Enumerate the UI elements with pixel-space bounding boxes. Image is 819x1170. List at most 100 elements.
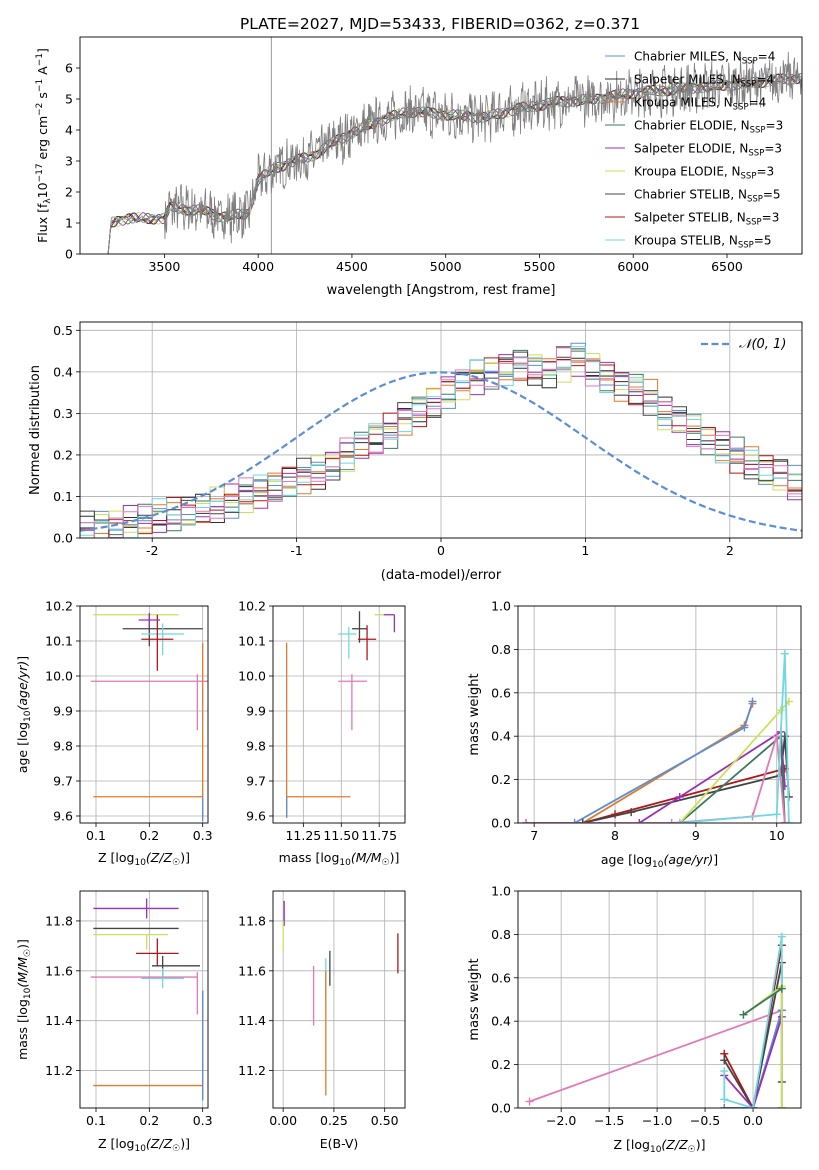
x-axis-label: wavelength [Angstrom, rest frame]	[327, 283, 556, 298]
x-axis-label: Z [log10(Z/Z☉)]	[98, 850, 190, 868]
x-axis-label: Z [log10(Z/Z☉)]	[98, 1136, 190, 1154]
legend-label: Kroupa ELODIE, NSSP=3	[634, 165, 774, 182]
y-tick-label: 10.1	[238, 634, 266, 649]
histogram-step-line	[80, 346, 802, 538]
x-tick-label: 4500	[336, 259, 368, 274]
legend-label: Salpeter MILES, NSSP=4	[634, 73, 774, 90]
x-tick-label: 0.3	[193, 1113, 213, 1128]
y-tick-label: 9.7	[246, 774, 266, 789]
x-tick-label: -2	[146, 543, 158, 558]
x-tick-label: 0.2	[139, 1113, 159, 1128]
legend-label: 𝒩(0, 1)	[739, 337, 786, 352]
y-tick-label: 6	[65, 61, 73, 76]
y-tick-label: 10.2	[238, 599, 266, 614]
axes-frame	[272, 890, 406, 1109]
y-tick-label: 0.8	[491, 927, 511, 942]
y-tick-label: 1.0	[491, 599, 511, 614]
x-tick-label: -1	[290, 543, 302, 558]
y-tick-label: 0.5	[53, 323, 73, 338]
axes-frame	[79, 36, 803, 255]
y-tick-label: 1.0	[491, 884, 511, 899]
y-tick-label: 3	[65, 154, 73, 169]
series-line	[526, 701, 754, 823]
y-tick-label: 0	[65, 247, 73, 262]
massweight_vs_Z-panel: −2.0 −1.5 −1.0 −0.5 0.0 0.0 0.2 0.4 0.6 0.8 1.0 Z […	[467, 884, 802, 1155]
data-point	[357, 625, 377, 661]
legend-label: Chabrier STELIB, NSSP=5	[634, 188, 781, 205]
massweight_vs_age-panel: 7 8 9 10 0.0 0.2 0.4 0.6 0.8 1.0 age [log10(age/yr…	[467, 599, 802, 870]
x-tick-label: 11.25	[285, 828, 321, 843]
x-tick-label: 3500	[148, 259, 180, 274]
x-tick-label: 6000	[617, 259, 649, 274]
data-point	[286, 642, 351, 818]
axes-frame	[272, 605, 406, 824]
data-point	[93, 898, 179, 919]
figure-title: PLATE=2027, MJD=53433, FIBERID=0362, z=0…	[240, 15, 640, 33]
y-tick-label: 11.8	[238, 913, 266, 928]
y-tick-label: 0.2	[491, 1057, 511, 1072]
y-tick-label: 0.0	[53, 531, 73, 546]
data-point	[136, 938, 179, 966]
y-axis-label: mass weight	[467, 958, 482, 1040]
y-axis-label: Normed distribution	[28, 365, 43, 495]
series	[675, 697, 793, 823]
y-tick-label: 10.1	[45, 634, 73, 649]
axes-frame	[517, 605, 802, 824]
x-axis-label: (data-model)/error	[381, 568, 502, 583]
axes-frame	[79, 321, 803, 539]
data-point	[152, 955, 200, 976]
x-tick-label: 9	[692, 828, 700, 843]
x-tick-label: 7	[530, 828, 538, 843]
x-tick-label: 0.2	[139, 828, 159, 843]
y-axis-label: Flux [fλ10−17 erg cm−2 s−1 A−1]	[35, 48, 53, 243]
y-tick-label: 9.9	[246, 704, 266, 719]
x-tick-label: 0.1	[86, 828, 106, 843]
x-tick-label: −0.5	[690, 1113, 720, 1128]
age_vs_mass-panel: 11.25 11.50 11.75 9.6 9.7 9.8 9.9 10.0 10.1 10.2 m…	[238, 599, 406, 868]
y-tick-label: 0.8	[491, 642, 511, 657]
y-tick-label: 10.0	[238, 669, 266, 684]
x-tick-label: 2	[726, 543, 734, 558]
y-tick-label: 11.8	[45, 913, 73, 928]
x-tick-label: −1.0	[642, 1113, 672, 1128]
y-tick-label: 5	[65, 92, 73, 107]
y-tick-label: 0.6	[491, 970, 511, 985]
x-axis-label: E(B-V)	[320, 1136, 359, 1151]
residuals-panel: -2 -1 0 1 2 0.0 0.1 0.2 0.3 0.4 0.5 (data-model)/er…	[28, 321, 803, 583]
data-point	[93, 990, 204, 1099]
data-point	[338, 627, 357, 659]
y-tick-label: 9.6	[53, 809, 73, 824]
x-axis-label: Z [log10(Z/Z☉)]	[614, 1137, 706, 1155]
data-point	[93, 933, 168, 950]
y-tick-label: 10.0	[45, 669, 73, 684]
series-line	[529, 1009, 783, 1103]
x-tick-label: 0	[437, 543, 445, 558]
y-tick-label: 11.2	[45, 1063, 73, 1078]
y-tick-label: 0.1	[53, 489, 73, 504]
x-tick-label: 0.1	[86, 1113, 106, 1128]
legend-label: Salpeter STELIB, NSSP=3	[634, 211, 779, 228]
legend-label: Kroupa MILES, NSSP=4	[634, 96, 766, 113]
y-tick-label: 11.6	[238, 963, 266, 978]
data-point	[138, 613, 160, 627]
series-line	[742, 987, 783, 1016]
series	[675, 649, 793, 823]
y-tick-label: 0.6	[491, 685, 511, 700]
y-tick-label: 4	[65, 123, 73, 138]
y-tick-label: 0.4	[491, 729, 511, 744]
mass_vs_ebv-panel: 0.00 0.25 0.50 11.2 11.4 11.6 11.8 E(B-V)	[238, 890, 406, 1151]
x-tick-label: 4000	[242, 259, 274, 274]
y-tick-label: 9.8	[246, 739, 266, 754]
y-axis-label: mass weight	[467, 673, 482, 755]
y-tick-label: 0.0	[491, 1101, 511, 1116]
x-tick-label: 11.50	[323, 828, 359, 843]
x-tick-label: 5000	[430, 259, 462, 274]
x-tick-label: 0.25	[320, 1113, 348, 1128]
y-tick-label: 0.2	[53, 447, 73, 462]
x-tick-label: 8	[611, 828, 619, 843]
y-tick-label: 10.2	[45, 599, 73, 614]
axes-frame	[79, 605, 209, 824]
series-line	[638, 730, 786, 823]
y-tick-label: 11.4	[238, 1013, 266, 1028]
